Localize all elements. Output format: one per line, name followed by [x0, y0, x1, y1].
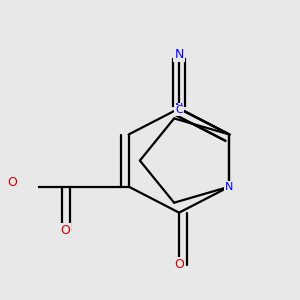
Text: C: C [175, 105, 183, 116]
Text: N: N [175, 103, 183, 113]
Text: O: O [174, 258, 184, 271]
Text: O: O [60, 224, 70, 237]
Text: N: N [174, 48, 184, 61]
Text: N: N [225, 182, 234, 192]
Text: O: O [7, 176, 17, 189]
